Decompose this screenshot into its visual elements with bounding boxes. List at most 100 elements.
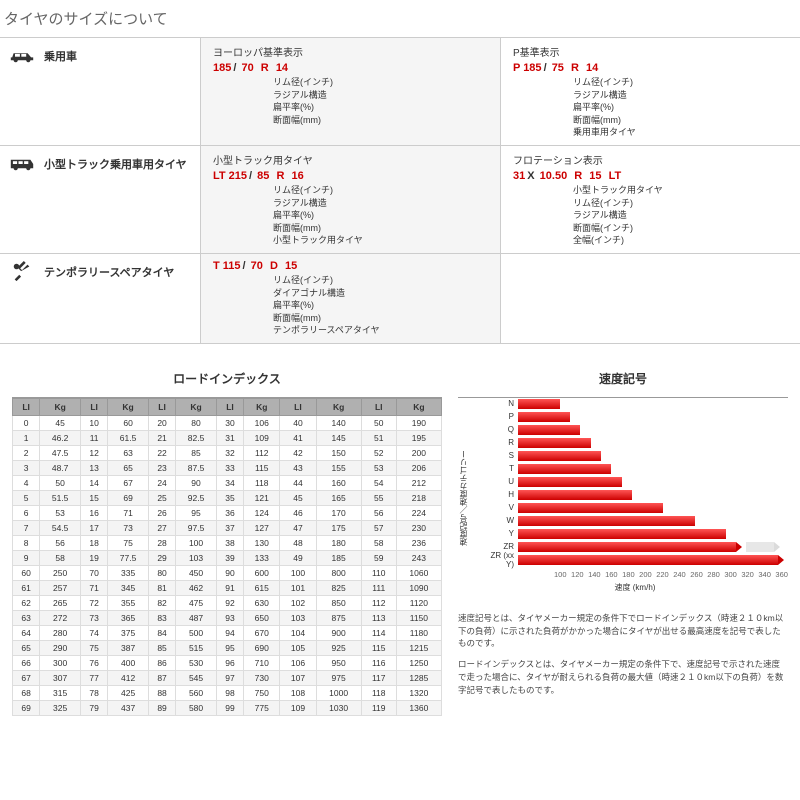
li-header: LI bbox=[148, 398, 175, 415]
table-row: 622657235582475926301028501121120 bbox=[13, 595, 442, 610]
spec-title: 小型トラック用タイヤ bbox=[213, 152, 488, 167]
spec-cell: P基準表示P 185/ 75 R 14リム径(インチ)ラジアル構造扁平率(%)断… bbox=[500, 38, 800, 145]
table-row: 551.515692592.5351214516555218 bbox=[13, 490, 442, 505]
table-row: 754.517732797.5371274717557230 bbox=[13, 520, 442, 535]
bar-label: P bbox=[482, 412, 518, 421]
li-header: Kg bbox=[176, 398, 217, 415]
bar-row: W bbox=[482, 515, 788, 527]
bar-row: ZR bbox=[482, 541, 788, 553]
speed-bar bbox=[518, 529, 726, 539]
table-row: 673077741287545977301079751171285 bbox=[13, 670, 442, 685]
size-section: 乗用車 ヨーロッパ基準表示 185/ 70 R 14 リム径(インチ)ラジアル構造扁平… bbox=[0, 37, 800, 344]
spec-desc: リム径(インチ)ラジアル構造扁平率(%)断面幅(mm) bbox=[213, 76, 488, 126]
bar-label: H bbox=[482, 490, 518, 499]
bar-label: Q bbox=[482, 425, 518, 434]
chart-x-label: 速度 (km/h) bbox=[482, 582, 788, 593]
bar-label: N bbox=[482, 399, 518, 408]
spec-cell: T 115/ 70 D 15 リム径(インチ)ダイアゴナル構造扁平率(%)断面幅(… bbox=[200, 254, 500, 343]
table-row: 632727336583487936501038751131150 bbox=[13, 610, 442, 625]
bar-label: V bbox=[482, 503, 518, 512]
li-header: Kg bbox=[244, 398, 280, 415]
suv-icon bbox=[8, 154, 36, 174]
table-row: 663007640086530967101069501161250 bbox=[13, 655, 442, 670]
page-title: タイヤのサイズについて bbox=[0, 0, 800, 37]
li-header: Kg bbox=[316, 398, 361, 415]
speed-bar bbox=[518, 503, 663, 513]
spec-title: フロテーション表示 bbox=[513, 152, 788, 167]
table-row: 65316712695361244617056224 bbox=[13, 505, 442, 520]
note-text: ロードインデックスとは、タイヤメーカー規定の条件下で、速度記号で示された速度で走… bbox=[458, 658, 788, 696]
li-header: Kg bbox=[396, 398, 441, 415]
bar-row: V bbox=[482, 502, 788, 514]
spec-code: T 115/ 70 D 15 bbox=[213, 260, 488, 272]
table-row: 9581977.529103391334918559243 bbox=[13, 550, 442, 565]
load-index-title: ロードインデックス bbox=[12, 360, 442, 398]
spec-cell: 小型トラック用タイヤ LT 215/ 85 R 16 リム径(インチ)ラジアル構造扁… bbox=[200, 146, 500, 253]
spec-title: ヨーロッパ基準表示 bbox=[213, 44, 488, 59]
li-header: LI bbox=[80, 398, 107, 415]
load-index-table: LIKgLIKgLIKgLIKgLIKgLIKg 045106020803010… bbox=[12, 398, 442, 716]
bar-label: S bbox=[482, 451, 518, 460]
spec-code: LT 215/ 85 R 16 bbox=[213, 170, 488, 182]
table-row: 146.21161.52182.5311094114551195 bbox=[13, 430, 442, 445]
table-row: 348.713652387.5331154315553206 bbox=[13, 460, 442, 475]
bar-row: ZR (xx Y) bbox=[482, 554, 788, 566]
bar-row: Y bbox=[482, 528, 788, 540]
category-temporary: テンポラリースペアタイヤ bbox=[0, 254, 200, 343]
speed-bar bbox=[518, 412, 570, 422]
spec-code: 185/ 70 R 14 bbox=[213, 62, 488, 74]
table-row: 652907538785515956901059251151215 bbox=[13, 640, 442, 655]
speed-bar bbox=[518, 425, 580, 435]
note-text: 速度記号とは、タイヤメーカー規定の条件下でロードインデックス（時速２１０km以下… bbox=[458, 612, 788, 650]
li-header: Kg bbox=[40, 398, 81, 415]
spec-cell: フロテーション表示 31X 10.50 R 15 LT 小型トラック用タイヤリム径(… bbox=[500, 146, 800, 253]
bar-label: ZR (xx Y) bbox=[482, 551, 518, 569]
speed-panel: 速度記号 速度記号／速度カテゴリー NPQRSTUHVWY ZRZR (xx Y)… bbox=[458, 360, 788, 716]
spec-desc: リム径(インチ)ダイアゴナル構造扁平率(%)断面幅(mm)テンポラリースペアタイ… bbox=[213, 274, 488, 337]
table-row: 04510602080301064014050190 bbox=[13, 415, 442, 430]
speed-bar bbox=[518, 542, 736, 552]
bar-row: Q bbox=[482, 424, 788, 436]
category-label: 小型トラック乗用車用タイヤ bbox=[44, 154, 187, 172]
table-row: 612577134581462916151018251111090 bbox=[13, 580, 442, 595]
bar-row: P bbox=[482, 411, 788, 423]
bar-row: N bbox=[482, 398, 788, 410]
spec-title: P基準表示 bbox=[513, 44, 788, 59]
category-label: 乗用車 bbox=[44, 46, 77, 64]
li-header: LI bbox=[280, 398, 316, 415]
bar-row: U bbox=[482, 476, 788, 488]
bar-row: S bbox=[482, 450, 788, 462]
notes: 速度記号とは、タイヤメーカー規定の条件下でロードインデックス（時速２１０km以下… bbox=[458, 612, 788, 697]
category-passenger: 乗用車 bbox=[0, 38, 200, 145]
category-light-truck: 小型トラック乗用車用タイヤ bbox=[0, 146, 200, 253]
li-header: Kg bbox=[108, 398, 149, 415]
chart-y-label: 速度記号／速度カテゴリー bbox=[458, 450, 469, 546]
bar-row: R bbox=[482, 437, 788, 449]
category-label: テンポラリースペアタイヤ bbox=[44, 262, 174, 280]
speed-bar bbox=[518, 477, 622, 487]
speed-chart: 速度記号／速度カテゴリー NPQRSTUHVWYZRZR (xx Y)10012… bbox=[458, 398, 788, 598]
spec-desc: リム径(インチ)ラジアル構造扁平率(%)断面幅(mm)小型トラック用タイヤ bbox=[213, 184, 488, 247]
spec-desc: 小型トラック用タイヤリム径(インチ)ラジアル構造断面幅(インチ)全幅(インチ) bbox=[513, 184, 788, 247]
table-row: 6932579437895809977510910301191360 bbox=[13, 700, 442, 715]
spec-code: 31X 10.50 R 15 LT bbox=[513, 170, 788, 182]
bar-row: T bbox=[482, 463, 788, 475]
li-header: LI bbox=[13, 398, 40, 415]
table-row: 6831578425885609875010810001181320 bbox=[13, 685, 442, 700]
speed-bar bbox=[518, 555, 778, 565]
speed-bar bbox=[518, 451, 601, 461]
table-row: 642807437584500946701049001141180 bbox=[13, 625, 442, 640]
spec-code: P 185/ 75 R 14 bbox=[513, 62, 788, 74]
car-icon bbox=[8, 46, 36, 66]
bar-label: W bbox=[482, 516, 518, 525]
table-row: 45014672490341184416054212 bbox=[13, 475, 442, 490]
bar-label: T bbox=[482, 464, 518, 473]
speed-title: 速度記号 bbox=[458, 360, 788, 398]
speed-bar bbox=[518, 490, 632, 500]
load-index-panel: ロードインデックス LIKgLIKgLIKgLIKgLIKgLIKg 04510… bbox=[12, 360, 442, 716]
speed-bar bbox=[518, 399, 560, 409]
bar-label: Y bbox=[482, 529, 518, 538]
bar-label: R bbox=[482, 438, 518, 447]
li-header: LI bbox=[216, 398, 243, 415]
tools-icon bbox=[8, 262, 36, 282]
